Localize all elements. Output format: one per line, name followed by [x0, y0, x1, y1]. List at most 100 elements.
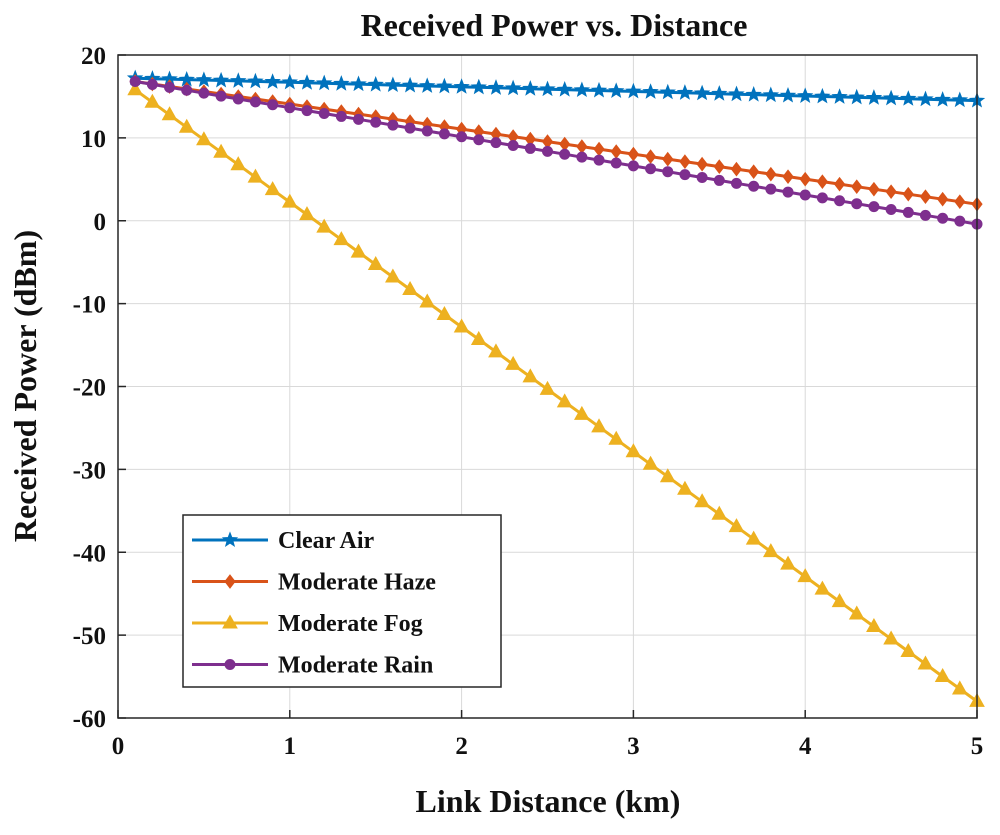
data-point-triangle: [608, 430, 625, 445]
data-point-triangle: [453, 318, 470, 333]
data-point-star: [831, 88, 848, 104]
data-point-triangle: [780, 555, 796, 570]
y-axis-ticks: 20 10 0 -10 -20 -30 -40 -50 -60: [73, 43, 126, 733]
data-point-star: [711, 85, 728, 101]
data-point-diamond: [782, 169, 794, 184]
data-point-triangle: [470, 330, 487, 345]
data-point-triangle: [539, 380, 556, 395]
data-point-diamond: [748, 164, 760, 179]
data-point-diamond: [937, 191, 949, 207]
legend-label: Moderate Fog: [278, 611, 423, 637]
data-point-circle: [730, 177, 742, 189]
data-point-circle: [249, 96, 261, 108]
data-point-circle: [456, 131, 468, 143]
data-point-circle: [335, 110, 347, 122]
data-point-triangle: [505, 355, 521, 370]
legend-label: Clear Air: [278, 528, 375, 554]
data-point-circle: [645, 163, 657, 175]
data-point-circle: [404, 122, 416, 134]
data-point-triangle: [677, 480, 693, 495]
data-point-diamond: [885, 184, 897, 199]
data-point-star: [779, 86, 797, 103]
data-point-triangle: [694, 493, 710, 508]
data-point-star: [487, 79, 505, 95]
data-point-triangle: [659, 468, 676, 483]
y-tick-label: 0: [94, 209, 107, 236]
data-point-diamond: [713, 159, 725, 174]
data-point-star: [814, 87, 831, 104]
data-point-circle: [224, 659, 236, 670]
data-point-star: [230, 72, 247, 88]
data-point-triangle: [831, 593, 848, 608]
data-point-triangle: [797, 568, 814, 583]
data-point-star: [539, 80, 556, 97]
data-point-star: [504, 79, 522, 96]
data-point-triangle: [488, 343, 504, 358]
data-point-star: [848, 88, 865, 105]
data-point-star: [900, 90, 917, 106]
x-tick-label: 1: [284, 733, 297, 760]
data-point-circle: [421, 125, 433, 137]
legend-item: Moderate Haze: [192, 570, 436, 596]
data-point-triangle: [883, 630, 899, 645]
data-point-star: [419, 77, 436, 93]
data-point-circle: [267, 99, 279, 111]
data-point-circle: [954, 215, 966, 227]
data-point-triangle: [196, 131, 212, 146]
data-point-diamond: [662, 151, 674, 167]
x-tick-label: 5: [971, 733, 984, 760]
data-point-triangle: [299, 206, 315, 221]
data-point-triangle: [213, 143, 229, 158]
data-point-star: [728, 85, 745, 102]
data-point-circle: [318, 108, 330, 120]
legend-item: Moderate Fog: [192, 611, 423, 637]
data-point-star: [745, 85, 762, 102]
data-point-circle: [387, 119, 399, 131]
data-point-circle: [164, 81, 176, 93]
data-point-circle: [301, 105, 313, 117]
data-point-star: [762, 86, 780, 103]
data-point-triangle: [247, 168, 264, 183]
data-point-diamond: [644, 149, 657, 164]
data-point-triangle: [333, 231, 350, 246]
data-point-circle: [713, 174, 725, 186]
data-point-triangle: [574, 405, 590, 420]
data-point-star: [573, 81, 591, 97]
data-point-star: [401, 76, 419, 93]
data-point-star: [350, 75, 367, 92]
series-layer: [126, 69, 986, 707]
data-point-circle: [129, 76, 141, 88]
data-point-triangle: [178, 118, 195, 133]
data-point-star: [951, 91, 969, 108]
data-point-triangle: [436, 305, 453, 320]
data-point-diamond: [816, 174, 829, 189]
data-point-circle: [232, 93, 244, 105]
data-point-star: [590, 81, 608, 98]
data-point-triangle: [728, 518, 745, 533]
data-point-circle: [782, 186, 794, 198]
data-point-star: [333, 75, 350, 91]
y-axis-label: Received Power (dBm): [7, 230, 43, 542]
data-point-triangle: [745, 530, 762, 545]
y-tick-label: -10: [73, 292, 106, 319]
data-point-star: [882, 89, 900, 106]
data-point-star: [384, 76, 402, 92]
data-point-diamond: [902, 186, 914, 202]
data-point-triangle: [866, 618, 882, 633]
data-point-triangle: [367, 256, 384, 271]
y-tick-label: 10: [81, 126, 106, 153]
data-point-circle: [215, 90, 227, 102]
data-point-star: [212, 71, 230, 88]
data-point-circle: [353, 113, 365, 125]
data-point-star: [676, 84, 694, 100]
data-point-star: [917, 90, 934, 107]
data-point-triangle: [591, 418, 607, 433]
data-point-circle: [937, 212, 949, 224]
data-point-diamond: [730, 161, 743, 177]
y-tick-label: -60: [73, 706, 106, 733]
data-point-circle: [490, 137, 502, 149]
data-point-circle: [438, 128, 450, 140]
data-point-diamond: [799, 171, 811, 187]
legend-box: [182, 514, 502, 688]
data-point-star: [625, 82, 642, 99]
